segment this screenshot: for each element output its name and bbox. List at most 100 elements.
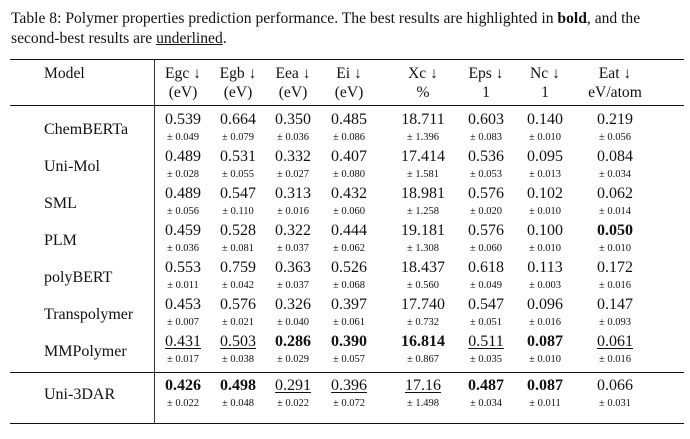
table-cell-value: 0.526: [331, 259, 367, 276]
table-cell-value: 0.498: [220, 377, 256, 394]
table-cell-value: 16.814: [401, 333, 445, 350]
table-cell-std: ± 0.051: [469, 317, 502, 328]
table-cell-std: ± 0.040: [276, 317, 309, 328]
table-cell-value: 0.147: [597, 296, 633, 313]
column-header-name: Eat ↓: [598, 65, 632, 82]
table-cell-std: ± 0.016: [276, 206, 309, 217]
table-cell-value: 17.16: [405, 377, 441, 394]
table-cell-value: 0.102: [527, 185, 563, 202]
table-cell-std: ± 0.055: [221, 169, 254, 180]
table-cell-value: 0.363: [275, 259, 311, 276]
column-header-unit: eV/atom: [588, 84, 642, 101]
table-cell-std: ± 0.053: [469, 169, 502, 180]
table-cell-std: ± 0.020: [469, 206, 502, 217]
column-header-1: Egb ↓ (eV): [203, 64, 273, 102]
table-cell-value: 0.487: [468, 377, 504, 394]
table-cell-std: ± 0.011: [167, 280, 199, 291]
table-cell-value: 0.459: [165, 222, 201, 239]
table-cell-std: ± 0.057: [332, 354, 365, 365]
table-cell-value: 0.531: [220, 148, 256, 165]
table-cell-std: ± 0.037: [276, 243, 309, 254]
caption-middle: , and the second-best results are: [11, 10, 641, 47]
column-header-2: Eea ↓ (eV): [258, 64, 328, 102]
column-header-unit: 1: [482, 84, 490, 101]
table-cell-std: ± 0.060: [332, 206, 365, 217]
table-cell-value: 0.084: [597, 148, 633, 165]
table-cell-std: ± 0.014: [598, 206, 631, 217]
table-cell-value: 0.096: [527, 296, 563, 313]
table-cell-value: 0.172: [597, 259, 633, 276]
table-cell-value: 0.503: [220, 333, 256, 350]
table-cell-std: ± 0.013: [528, 169, 561, 180]
table-cell-value: 0.553: [165, 259, 201, 276]
model-name: Transpolymer: [44, 306, 134, 323]
table-cell-value: 0.350: [275, 111, 311, 128]
table-cell-value: 17.740: [401, 296, 445, 313]
table-cell-std: ± 0.083: [469, 132, 502, 143]
table-cell-std: ± 0.061: [332, 317, 365, 328]
table-cell-std: ± 0.060: [469, 243, 502, 254]
column-header-unit: 1: [541, 84, 549, 101]
model-name: Uni-Mol: [44, 158, 100, 175]
table-cell-value: 0.066: [597, 377, 633, 394]
table-cell-value: 18.711: [401, 111, 445, 128]
table-cell-value: 0.313: [275, 185, 311, 202]
caption-underline-word: underlined: [156, 30, 223, 47]
table-cell-value: 0.061: [597, 333, 633, 350]
table-cell-value: 0.140: [527, 111, 563, 128]
table-cell-value: 0.431: [165, 333, 201, 350]
model-column-header: Model: [44, 65, 85, 82]
table-cell-value: 0.050: [597, 222, 633, 239]
table-cell-std: ± 0.072: [332, 398, 365, 409]
bottom-rule: [10, 423, 684, 425]
model-name: PLM: [44, 232, 77, 249]
table-cell-std: ± 0.062: [332, 243, 365, 254]
column-header-unit: %: [416, 84, 430, 101]
table-cell-std: ± 0.037: [276, 280, 309, 291]
table-cell-value: 0.326: [275, 296, 311, 313]
table-cell-std: ± 0.036: [166, 243, 199, 254]
table-cell-std: ± 0.022: [166, 398, 199, 409]
table-cell-value: 0.547: [220, 185, 256, 202]
column-header-unit: (eV): [223, 84, 253, 101]
table-cell-std: ± 0.016: [598, 280, 631, 291]
table-cell-value: 18.437: [401, 259, 445, 276]
table-cell-value: 0.536: [468, 148, 504, 165]
caption-suffix: .: [222, 30, 227, 47]
table-cell-std: ± 1.308: [406, 243, 439, 254]
table-cell-std: ± 0.010: [598, 243, 631, 254]
table-cell-value: 0.332: [275, 148, 311, 165]
model-name: polyBERT: [44, 269, 113, 286]
table-cell-value: 0.528: [220, 222, 256, 239]
table-caption: Table 8: Polymer properties prediction p…: [11, 9, 683, 49]
table-cell-value: 0.286: [275, 333, 311, 350]
table-cell-value: 0.603: [468, 111, 504, 128]
table-cell-value: 0.453: [165, 296, 201, 313]
table-cell-value: 0.511: [468, 333, 504, 350]
table-cell-std: ± 0.049: [469, 280, 502, 291]
table-cell-std: ± 0.011: [529, 398, 561, 409]
table-cell-std: ± 0.042: [221, 280, 254, 291]
table-cell-std: ± 0.049: [166, 132, 199, 143]
table-cell-std: ± 0.010: [528, 243, 561, 254]
table-cell-value: 0.539: [165, 111, 201, 128]
model-name: Uni-3DAR: [44, 386, 116, 403]
table-cell-value: 0.087: [527, 333, 563, 350]
column-header-7: Eat ↓ eV/atom: [580, 64, 650, 102]
table-cell-std: ± 0.048: [221, 398, 254, 409]
table-cell-std: ± 0.007: [166, 317, 199, 328]
model-name: MMPolymer: [44, 343, 127, 360]
table-cell-std: ± 0.080: [332, 169, 365, 180]
table-cell-value: 0.759: [220, 259, 256, 276]
table-cell-value: 0.547: [468, 296, 504, 313]
table-cell-std: ± 0.021: [221, 317, 254, 328]
table-cell-value: 0.397: [331, 296, 367, 313]
column-header-name: Eps ↓: [468, 65, 504, 82]
column-header-name: Eea ↓: [275, 65, 311, 82]
table-cell-std: ± 0.560: [406, 280, 439, 291]
table-cell-std: ± 0.867: [406, 354, 439, 365]
caption-bold-word: bold: [557, 10, 587, 27]
table-cell-std: ± 0.056: [598, 132, 631, 143]
column-header-name: Egb ↓: [219, 65, 257, 82]
table-cell-value: 0.485: [331, 111, 367, 128]
